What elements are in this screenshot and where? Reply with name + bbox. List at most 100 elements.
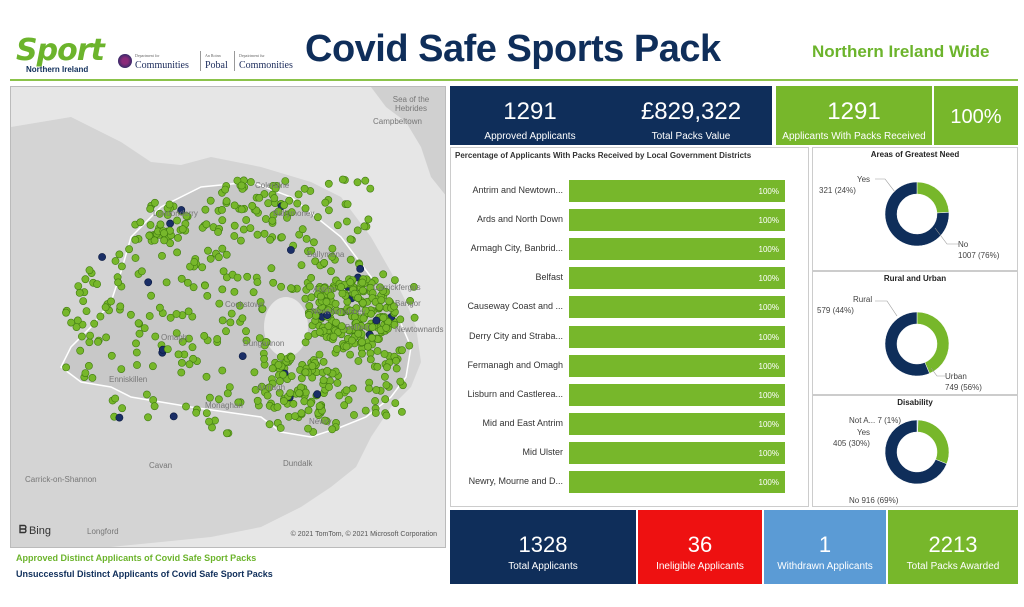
map-point-approved[interactable] <box>266 235 274 244</box>
map-point-approved[interactable] <box>115 250 124 259</box>
map-point-approved[interactable] <box>156 220 165 229</box>
map-point-approved[interactable] <box>354 357 363 365</box>
donut-slice-yes[interactable] <box>916 181 950 214</box>
donut-rural-urban[interactable]: Rural and Urban Rural 579 (44%) Urban 749 (… <box>812 271 1018 395</box>
map-point-approved[interactable] <box>174 350 183 359</box>
map-point-approved[interactable] <box>137 267 146 276</box>
map-point-approved[interactable] <box>234 398 243 407</box>
map-point-approved[interactable] <box>286 389 295 397</box>
map-point-approved[interactable] <box>372 386 381 394</box>
map-point-approved[interactable] <box>353 226 362 235</box>
bar-row[interactable]: Mid and East Antrim 100% <box>451 412 810 435</box>
map-point-approved[interactable] <box>358 286 367 295</box>
map-point-approved[interactable] <box>382 381 391 389</box>
map-point-approved[interactable] <box>343 200 352 209</box>
map-point-approved[interactable] <box>338 289 347 298</box>
kpi-packs-received[interactable]: 1291 Applicants With Packs Received <box>776 86 932 145</box>
map-point-approved[interactable] <box>346 235 355 244</box>
map-point-approved[interactable] <box>364 215 373 224</box>
map-point-approved[interactable] <box>189 354 197 363</box>
donut-canvas[interactable] <box>813 396 1019 508</box>
map-point-approved[interactable] <box>274 360 283 369</box>
map-point-approved[interactable] <box>201 205 210 214</box>
map-point-approved[interactable] <box>255 194 264 202</box>
map-point-approved[interactable] <box>222 327 230 336</box>
applicants-map[interactable]: Sea of the Hebrides Campbeltown Colerain… <box>10 86 446 548</box>
map-point-approved[interactable] <box>302 234 311 243</box>
map-point-approved[interactable] <box>260 354 268 363</box>
map-point-approved[interactable] <box>160 229 168 238</box>
map-point-approved[interactable] <box>81 275 90 284</box>
map-point-approved[interactable] <box>246 178 255 186</box>
map-point-approved[interactable] <box>274 207 283 216</box>
map-point-approved[interactable] <box>230 232 239 240</box>
map-point-approved[interactable] <box>398 346 406 355</box>
map-point-approved[interactable] <box>218 244 227 253</box>
map-point-approved[interactable] <box>133 361 141 369</box>
map-point-approved[interactable] <box>285 196 294 205</box>
map-point-approved[interactable] <box>396 315 405 324</box>
map-point-approved[interactable] <box>308 362 317 370</box>
donut-disability[interactable]: Disability Not A... 7 (1%) Yes 405 (30%) No… <box>812 395 1018 507</box>
map-point-approved[interactable] <box>178 225 187 234</box>
map-point-approved[interactable] <box>270 194 279 203</box>
map-point-approved[interactable] <box>338 175 347 184</box>
map-point-approved[interactable] <box>145 312 154 320</box>
map-point-approved[interactable] <box>117 365 126 373</box>
map-point-approved[interactable] <box>233 176 242 185</box>
map-point-approved[interactable] <box>150 402 159 411</box>
map-point-approved[interactable] <box>361 406 370 415</box>
map-point-approved[interactable] <box>111 257 120 265</box>
map-point-approved[interactable] <box>183 278 192 287</box>
map-point-approved[interactable] <box>320 258 329 267</box>
bar-row[interactable]: Armagh City, Banbrid... 100% <box>451 238 810 261</box>
map-point-approved[interactable] <box>219 267 228 276</box>
map-point-approved[interactable] <box>328 244 337 253</box>
map-point-approved[interactable] <box>218 206 226 214</box>
map-point-approved[interactable] <box>144 413 152 422</box>
map-point-approved[interactable] <box>301 204 310 213</box>
map-point-approved[interactable] <box>267 264 276 273</box>
donut-slice-urban[interactable] <box>884 311 930 377</box>
map-point-approved[interactable] <box>326 291 335 300</box>
map-point-approved[interactable] <box>163 345 172 353</box>
map-point-approved[interactable] <box>243 272 252 281</box>
map-point-approved[interactable] <box>275 377 284 386</box>
map-point-approved[interactable] <box>261 215 270 223</box>
map-point-approved[interactable] <box>198 263 207 272</box>
map-point-approved[interactable] <box>134 319 143 328</box>
map-point-approved[interactable] <box>202 409 211 417</box>
bar[interactable]: 100% <box>569 354 785 377</box>
map-point-approved[interactable] <box>315 350 324 359</box>
map-point-approved[interactable] <box>382 323 391 332</box>
map-point-approved[interactable] <box>332 318 340 327</box>
map-point-approved[interactable] <box>320 416 329 425</box>
map-point-approved[interactable] <box>214 253 223 262</box>
map-point-approved[interactable] <box>295 230 304 239</box>
kpi-approved-applicants[interactable]: 1291 Approved Applicants <box>450 86 610 145</box>
kpi-total-packs-value[interactable]: £829,322 Total Packs Value <box>610 86 772 145</box>
map-point-approved[interactable] <box>268 364 277 373</box>
map-point-approved[interactable] <box>364 384 373 393</box>
kpi-total-packs-awarded[interactable]: 2213 Total Packs Awarded <box>888 510 1018 584</box>
map-point-approved[interactable] <box>373 347 382 355</box>
map-canvas[interactable] <box>11 87 446 548</box>
map-point-approved[interactable] <box>256 298 265 306</box>
map-point-approved[interactable] <box>226 318 235 327</box>
bar-row[interactable]: Mid Ulster 100% <box>451 441 810 464</box>
map-point-unsuccessful[interactable] <box>238 352 247 360</box>
bar[interactable]: 100% <box>569 383 785 406</box>
donut-slice-no[interactable] <box>884 419 948 485</box>
map-point-approved[interactable] <box>260 229 269 238</box>
map-point-approved[interactable] <box>238 314 247 323</box>
map-point-approved[interactable] <box>375 303 384 311</box>
map-point-approved[interactable] <box>396 377 405 386</box>
map-point-approved[interactable] <box>205 417 213 426</box>
bar[interactable]: 100% <box>569 412 785 435</box>
map-point-approved[interactable] <box>263 391 272 400</box>
map-point-approved[interactable] <box>204 246 212 255</box>
map-point-approved[interactable] <box>214 228 222 236</box>
map-point-approved[interactable] <box>86 331 94 340</box>
map-point-approved[interactable] <box>358 349 366 358</box>
map-point-approved[interactable] <box>96 312 105 321</box>
